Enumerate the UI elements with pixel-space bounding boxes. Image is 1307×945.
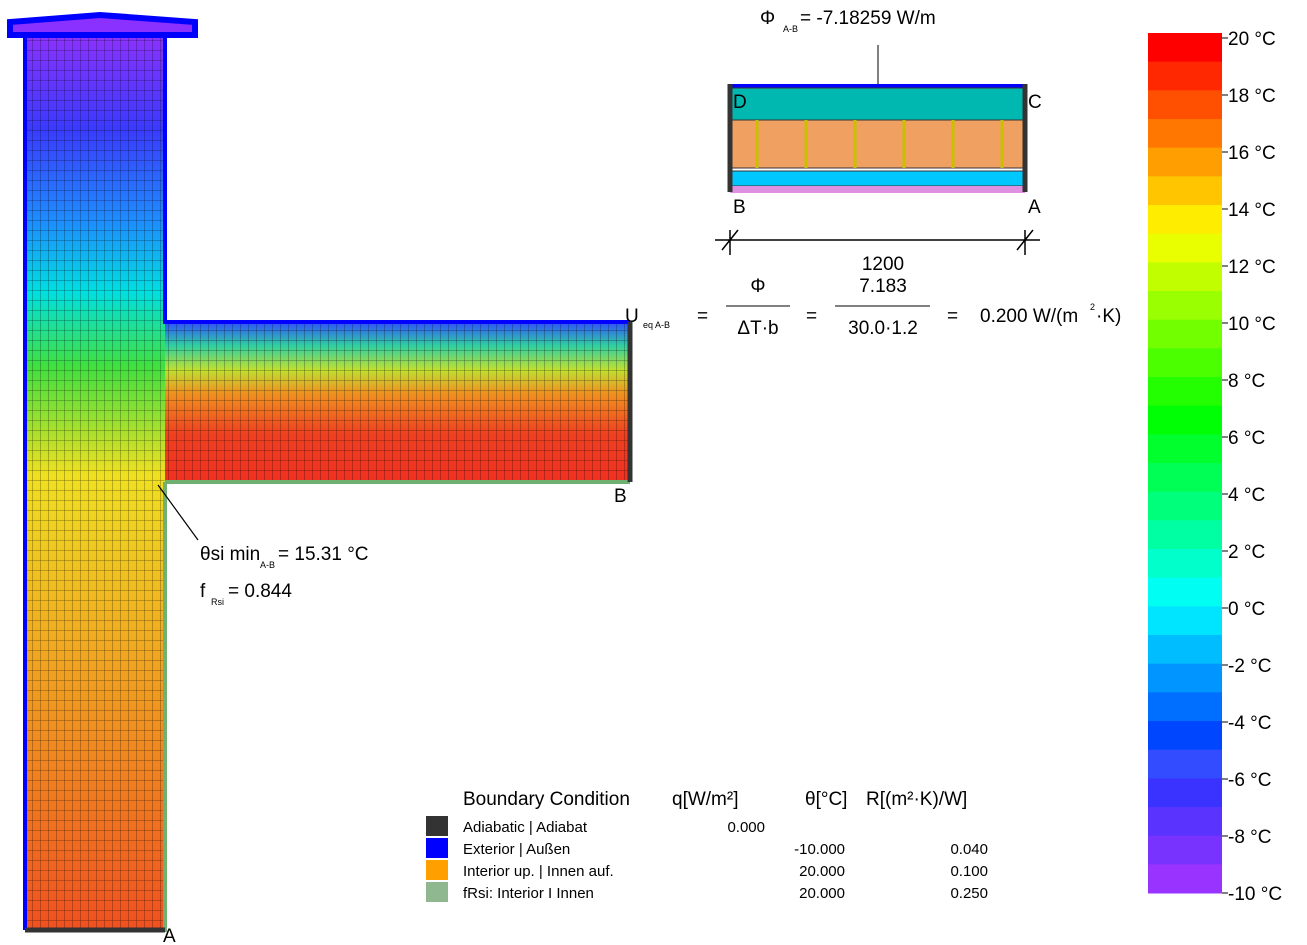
scale-label: 10 °C <box>1228 314 1276 335</box>
scale-band <box>1148 119 1222 149</box>
edge-label: B <box>614 486 627 507</box>
flux-symbol: Φ <box>760 8 775 29</box>
scale-label: 6 °C <box>1228 428 1265 449</box>
scale-band <box>1148 434 1222 464</box>
row-q: 0.000 <box>727 819 765 836</box>
scale-band <box>1148 377 1222 407</box>
scale-label: -6 °C <box>1228 770 1272 791</box>
row-name: fRsi: Interior I Innen <box>463 885 594 902</box>
scale-label: 12 °C <box>1228 257 1276 278</box>
scale-label: 8 °C <box>1228 371 1265 392</box>
scale-band <box>1148 233 1222 263</box>
corner-label: B <box>733 197 746 218</box>
swatch <box>426 838 448 858</box>
scale-band <box>1148 721 1222 751</box>
u-result-sup: 2 <box>1090 302 1095 312</box>
scale-band <box>1148 749 1222 779</box>
table-header: θ[°C] <box>805 789 847 810</box>
scale-band <box>1148 663 1222 693</box>
thermal-model <box>7 11 633 933</box>
boundary-table: Boundary Condition q[W/m²] θ[°C] R[(m²·K)/W… <box>426 789 988 902</box>
equals: = <box>947 306 958 327</box>
denominator: 30.0·1.2 <box>848 318 918 339</box>
row-theta: -10.000 <box>794 841 845 858</box>
scale-label: -10 °C <box>1228 884 1282 905</box>
section-width: 1200 <box>862 254 904 275</box>
flux-value: = -7.18259 W/m <box>800 8 936 29</box>
scale-label: 14 °C <box>1228 200 1276 221</box>
scale-band <box>1148 291 1222 321</box>
equals: = <box>806 306 817 327</box>
flux-subscript: A-B <box>783 24 798 34</box>
surface-temp-subscript: A-B <box>260 560 275 570</box>
swatch <box>426 882 448 902</box>
corner-label: C <box>1028 92 1042 113</box>
row-name: Adiabatic | Adiabat <box>463 819 588 836</box>
scale-label: -2 °C <box>1228 656 1272 677</box>
row-name: Exterior | Außen <box>463 841 570 858</box>
scale-band <box>1148 348 1222 378</box>
surface-temp-value: = 15.31 °C <box>278 544 369 565</box>
row-name: Interior up. | Innen auf. <box>463 863 614 880</box>
scale-band <box>1148 90 1222 120</box>
scale-band <box>1148 405 1222 435</box>
scale-band <box>1148 205 1222 235</box>
u-subscript: eq A-B <box>643 320 670 330</box>
row-theta: 20.000 <box>799 885 845 902</box>
color-scale: 20 °C 18 °C 16 °C 14 °C 12 °C 10 °C 8 °C 6 °C 4 … <box>1148 29 1282 905</box>
row-r: 0.100 <box>950 863 988 880</box>
scale-band <box>1148 491 1222 521</box>
corner-label: A <box>1028 197 1041 218</box>
scale-label: 4 °C <box>1228 485 1265 506</box>
section-sketch <box>715 45 1040 255</box>
equals: = <box>697 306 708 327</box>
u-result: 0.200 W/(m <box>980 306 1078 327</box>
frsi-value: = 0.844 <box>228 581 292 602</box>
surface-temp-symbol: θsi min <box>200 544 260 565</box>
scale-band <box>1148 864 1222 894</box>
table-header: R[(m²·K)/W] <box>866 789 967 810</box>
scale-band <box>1148 549 1222 579</box>
scale-band <box>1148 835 1222 865</box>
scale-band <box>1148 606 1222 636</box>
row-r: 0.250 <box>950 885 988 902</box>
scale-band <box>1148 33 1222 63</box>
swatch <box>426 816 448 836</box>
scale-band <box>1148 692 1222 722</box>
u-symbol: U <box>625 306 639 327</box>
scale-band <box>1148 520 1222 550</box>
corner-label: D <box>733 92 747 113</box>
scale-label: 16 °C <box>1228 143 1276 164</box>
scale-label: -4 °C <box>1228 713 1272 734</box>
denominator: ΔT·b <box>737 318 778 339</box>
scale-label: 0 °C <box>1228 599 1265 620</box>
scale-band <box>1148 635 1222 665</box>
numerator: 7.183 <box>859 276 907 297</box>
scale-band <box>1148 778 1222 808</box>
row-theta: 20.000 <box>799 863 845 880</box>
scale-label: 18 °C <box>1228 86 1276 107</box>
u-result-end: ·K) <box>1096 306 1121 327</box>
frsi-subscript: Rsi <box>211 597 224 607</box>
scale-band <box>1148 577 1222 607</box>
scale-label: -8 °C <box>1228 827 1272 848</box>
scale-label: 2 °C <box>1228 542 1265 563</box>
swatch <box>426 860 448 880</box>
scale-label: 20 °C <box>1228 29 1276 50</box>
row-r: 0.040 <box>950 841 988 858</box>
scale-band <box>1148 147 1222 177</box>
scale-band <box>1148 176 1222 206</box>
edge-label: A <box>163 926 176 945</box>
scale-band <box>1148 262 1222 292</box>
table-header: q[W/m²] <box>672 789 739 810</box>
table-header: Boundary Condition <box>463 789 630 810</box>
scale-band <box>1148 463 1222 493</box>
scale-band <box>1148 61 1222 91</box>
frsi-symbol: f <box>200 581 206 602</box>
numerator: Φ <box>750 276 765 297</box>
scale-band <box>1148 807 1222 837</box>
scale-band <box>1148 319 1222 349</box>
